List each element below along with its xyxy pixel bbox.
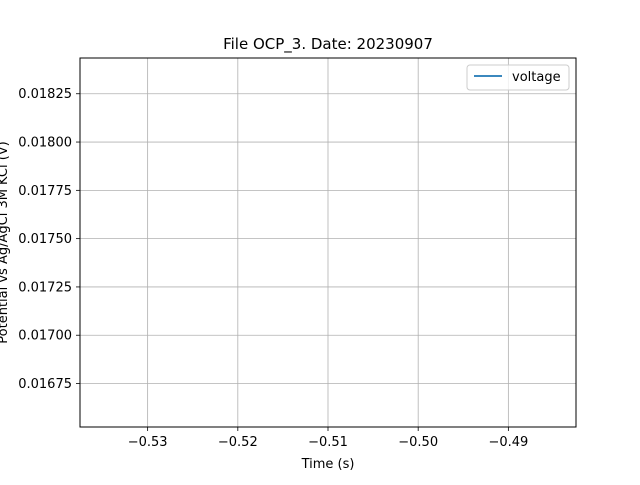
- legend: voltage: [466, 64, 570, 91]
- x-tick-label: −0.49: [488, 435, 528, 450]
- x-tick-label: −0.52: [218, 435, 258, 450]
- y-axis-label: Potential vs Ag/AgCl 3M KCl (V): [0, 141, 11, 343]
- y-tick-label: 0.01825: [18, 87, 72, 102]
- axis-ticks: −0.53 −0.52 −0.51 −0.50 −0.49 0.01675 0.01700 0…: [18, 87, 528, 450]
- x-tick-label: −0.51: [308, 435, 348, 450]
- grid-lines: [80, 58, 576, 427]
- chart-title: File OCP_3. Date: 20230907: [223, 35, 433, 54]
- y-tick-label: 0.01800: [18, 136, 72, 151]
- y-tick-label: 0.01775: [18, 184, 72, 199]
- y-tick-label: 0.01750: [18, 232, 72, 247]
- x-tick-label: −0.50: [398, 435, 438, 450]
- y-tick-label: 0.01700: [18, 329, 72, 344]
- legend-entry-voltage: voltage: [512, 70, 561, 85]
- legend-box: [466, 64, 570, 91]
- y-tick-label: 0.01675: [18, 377, 72, 392]
- y-tick-label: 0.01725: [18, 280, 72, 295]
- x-tick-label: −0.53: [128, 435, 168, 450]
- x-axis-label: Time (s): [301, 457, 355, 472]
